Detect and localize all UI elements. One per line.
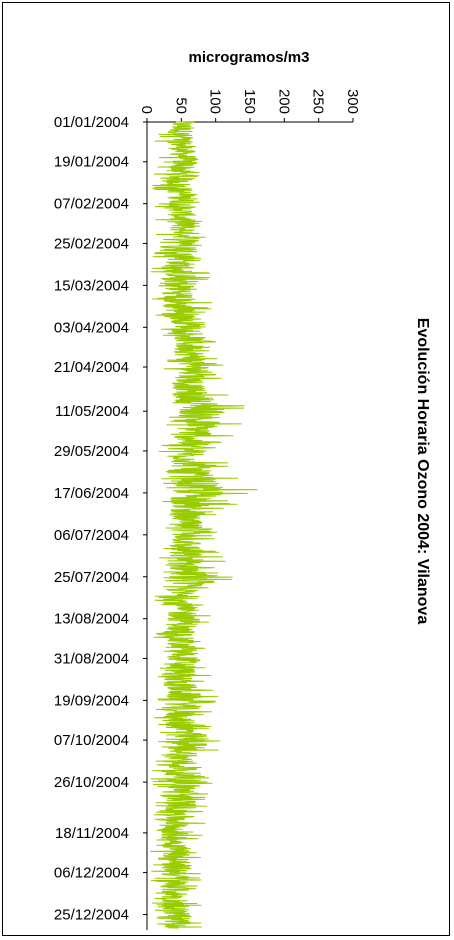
x-tick-label: 13/08/2004 bbox=[54, 611, 129, 628]
x-tick-label: 25/12/2004 bbox=[54, 907, 129, 924]
x-tick-label: 19/09/2004 bbox=[54, 692, 129, 709]
y-tick-label: 100 bbox=[207, 89, 224, 114]
y-tick-label: 300 bbox=[344, 89, 361, 114]
chart-title: Evolución Horaria Ozono 2004: Vilanova bbox=[414, 318, 431, 625]
x-tick-label: 25/02/2004 bbox=[54, 235, 129, 252]
x-tick-label: 07/02/2004 bbox=[54, 196, 129, 213]
x-tick-label: 31/08/2004 bbox=[54, 650, 129, 667]
x-tick-label: 19/01/2004 bbox=[54, 154, 129, 171]
x-tick-label: 11/05/2004 bbox=[55, 403, 129, 420]
x-tick-label: 21/04/2004 bbox=[54, 359, 129, 376]
x-tick-label: 07/10/2004 bbox=[54, 732, 129, 749]
x-tick-label: 15/03/2004 bbox=[54, 277, 129, 294]
plot-area bbox=[151, 122, 258, 928]
x-tick-label: 25/07/2004 bbox=[54, 569, 129, 586]
y-tick-label: 50 bbox=[172, 97, 189, 114]
y-axis-ticks: 0 50 100 150 200 250 300 bbox=[138, 89, 361, 122]
y-tick-label: 150 bbox=[241, 89, 258, 114]
x-tick-label: 17/06/2004 bbox=[54, 485, 129, 502]
y-axis-title: microgramos/m3 bbox=[189, 49, 310, 66]
x-axis-ticks: 01/01/2004 19/01/2004 07/02/2004 25/02/2004… bbox=[54, 114, 147, 930]
y-tick-label: 250 bbox=[310, 89, 327, 114]
x-tick-label: 18/11/2004 bbox=[55, 825, 129, 842]
x-tick-label: 06/12/2004 bbox=[54, 865, 129, 882]
x-tick-label: 29/05/2004 bbox=[54, 443, 129, 460]
y-tick-label: 0 bbox=[138, 106, 155, 114]
x-tick-label: 06/07/2004 bbox=[54, 527, 129, 544]
y-tick-label: 200 bbox=[275, 89, 292, 114]
x-tick-label: 03/04/2004 bbox=[54, 319, 129, 336]
x-tick-label: 01/01/2004 bbox=[54, 114, 129, 131]
x-tick-label: 26/10/2004 bbox=[54, 774, 129, 791]
ozone-series-line bbox=[151, 122, 258, 928]
